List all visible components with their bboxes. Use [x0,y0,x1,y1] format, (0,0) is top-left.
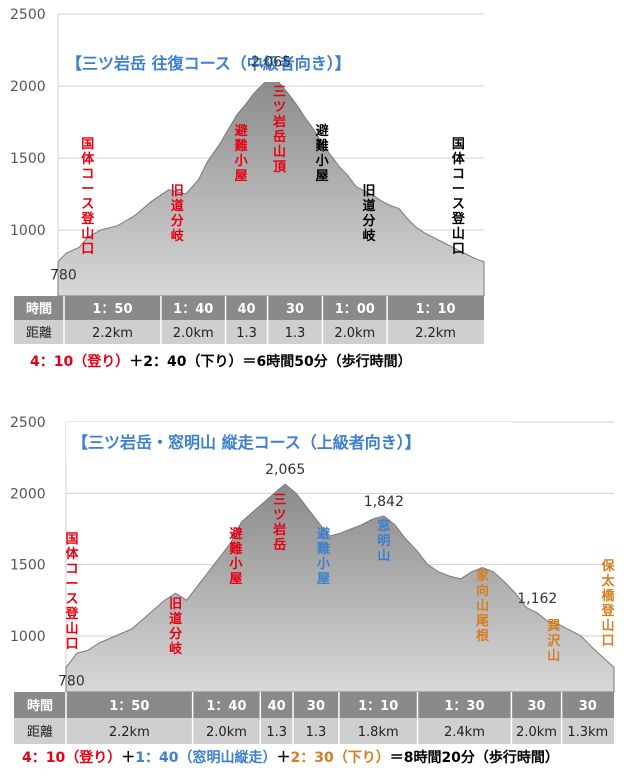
segment-distance: 2.0km [206,725,247,740]
segment-distance: 1.3 [306,725,327,740]
waypoint-label: 保太橋登山口 [600,558,615,649]
y-tick-label: 1500 [10,151,46,167]
segment-distance: 1.3 [266,725,287,740]
segment-time: 40 [268,699,286,714]
segment-time: 1：50 [92,302,132,317]
start-value-label: 780 [58,673,85,689]
segment-distance: 2.0km [516,725,557,740]
segment-distance: 1.3 [285,326,306,341]
segment-distance: 2.2km [109,725,150,740]
summary-line-1: 4：10（登り）＋2：40（下り）＝6時間50分（歩行時間） [30,351,412,371]
y-tick-label: 2500 [10,415,46,431]
segment-distance: 2.2km [92,326,133,341]
waypoint-label: 避難小屋 [229,526,242,587]
chart-title: 【三ツ岩岳 往復コース（中級者向き）】 [66,54,351,73]
segment-time: 30 [527,699,545,714]
summary-part: 2：30（下り） [290,750,390,766]
chart-panel-1: 2500 2000 1500 1000 【三ツ岩岳 往復コース（中級者向き）】 2,065… [0,0,624,380]
chart-title: 【三ツ岩岳・窓明山 縦走コース（上級者向き）】 [72,433,421,452]
waypoint-label: 国体コース登山口 [80,137,95,257]
second-peak-value-label: 1,842 [364,494,404,510]
segment-distance: 2.4km [444,725,485,740]
segment-distance: 2.0km [334,326,375,341]
segment-time: 1：40 [206,699,246,714]
waypoint-label: 国体コース登山口 [451,137,466,257]
waypoint-label: 旧道分岐 [362,184,376,244]
segment-time: 1：10 [415,302,455,317]
waypoint-label: 旧道分岐 [169,597,183,657]
segment-time: 40 [237,302,255,317]
summary-part: ＋2：40（下り）＝6時間50分（歩行時間） [129,354,412,370]
summary-part: ＋ [121,750,136,766]
elevation-chart-2: 2500 2000 1500 1000 【三ツ岩岳・窓明山 縦走コース（上級者向き）】 2… [10,415,615,744]
peak-value-label: 2,065 [265,462,305,478]
elevation-chart-1: 2500 2000 1500 1000 【三ツ岩岳 往復コース（中級者向き）】2,065… [10,7,485,344]
title-box [66,422,512,462]
summary-part: ＝8時間20分（歩行時間） [389,750,559,766]
waypoint-label: 旧道分岐 [171,184,185,244]
third-value-label: 1,162 [517,591,557,607]
waypoint-label: 巽沢山 [547,619,561,664]
segment-distance: 1.3 [236,326,257,341]
segment-time: 1：00 [335,302,375,317]
time-row-label: 時間 [27,698,53,714]
summary-line-2: 4：10（登り）＋1：40（窓明山縦走）＋2：30（下り）＝8時間20分（歩行時… [22,747,559,767]
start-value-label: 780 [50,268,77,284]
time-row [14,692,614,718]
segment-time: 30 [286,302,304,317]
y-tick-label: 2000 [10,79,46,95]
segment-time: 1：40 [173,302,213,317]
waypoint-label: 家向山尾根 [476,568,490,644]
y-tick-label: 2500 [10,7,46,23]
waypoint-label: 避難小屋 [317,526,330,587]
peak-value-label: 2,065 [251,55,291,71]
segment-time: 30 [579,699,597,714]
distance-row [14,718,614,744]
title-box [60,44,416,82]
distance-row-label: 距離 [27,725,53,740]
elevation-area [57,75,485,297]
elevation-area [65,483,615,693]
segment-distance: 1.3km [567,725,608,740]
distance-row [14,320,484,344]
time-row [14,296,484,320]
distance-row-label: 距離 [26,326,52,341]
time-row-label: 時間 [26,301,52,317]
waypoint-label: 国体コース登山口 [64,532,79,652]
waypoint-label: 三ツ岩岳 [272,493,286,553]
summary-part: 4：10（登り） [30,354,130,370]
summary-part: ＋ [276,750,291,766]
segment-distance: 1.8km [358,725,399,740]
y-tick-label: 1500 [10,558,46,574]
waypoint-label: 窓明山 [377,518,390,564]
summary-part: 1：40（窓明山縦走） [135,750,277,766]
segment-distance: 2.2km [415,326,456,341]
segment-time: 1：50 [109,699,149,714]
summary-part: 4：10（登り） [22,750,122,766]
y-tick-label: 1000 [10,223,46,239]
segment-distance: 2.0km [173,326,214,341]
waypoint-label: 三ツ岩岳山頂 [272,85,287,175]
y-tick-label: 1000 [10,629,46,645]
y-tick-label: 2000 [10,486,46,502]
waypoint-label: 避難小屋 [316,123,329,184]
chart-panel-2: 2500 2000 1500 1000 【三ツ岩岳・窓明山 縦走コース（上級者向き）】 2… [0,408,624,779]
waypoint-label: 避難小屋 [235,123,248,184]
segment-time: 1：10 [358,699,398,714]
segment-time: 30 [307,699,325,714]
segment-time: 1：30 [444,699,484,714]
